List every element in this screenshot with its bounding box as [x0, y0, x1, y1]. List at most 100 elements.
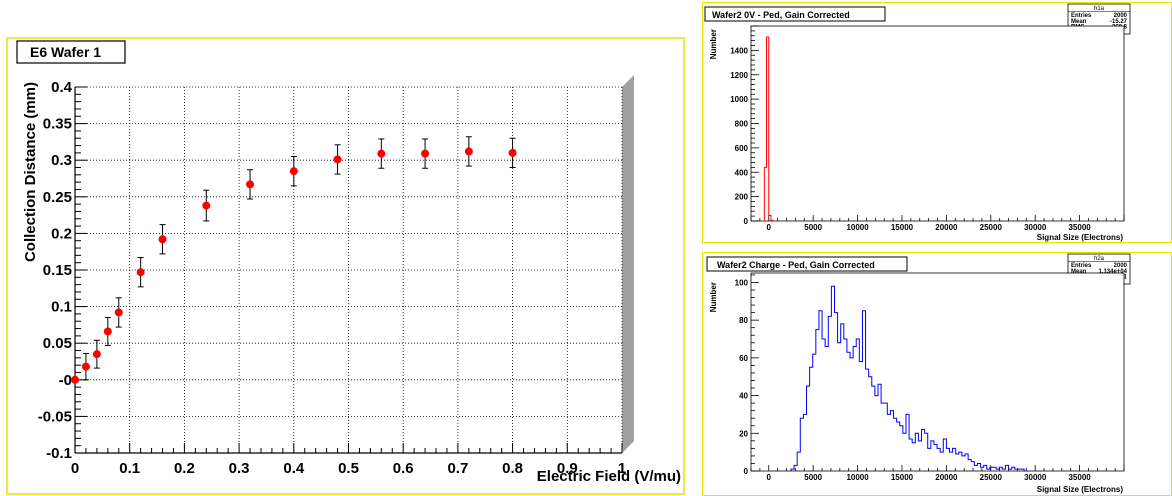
- y-tick-label: 1400: [730, 46, 748, 55]
- chart-title: Wafer2 Charge - Ped, Gain Corrected: [717, 260, 875, 270]
- x-tick-label: 0.9: [557, 460, 578, 477]
- x-axis-label: Electric Field (V/mu): [537, 468, 681, 485]
- stats-label: Entries: [1071, 263, 1092, 269]
- plot-box: [750, 25, 1125, 222]
- x-tick-label: 10000: [846, 223, 869, 232]
- y-tick-label: 60: [739, 354, 748, 363]
- x-tick-label: 30000: [1024, 223, 1047, 232]
- y-tick-label: 600: [735, 144, 749, 153]
- x-tick-label: 0.8: [502, 460, 523, 477]
- stats-label: Mean: [1071, 269, 1087, 275]
- x-axis-label: Signal Size (Electrons): [1037, 485, 1124, 494]
- stats-label: Entries: [1071, 13, 1092, 19]
- stats-value: 1.134e+04: [1098, 269, 1127, 275]
- y-tick-label: 20: [739, 429, 748, 438]
- y-tick-label: 0: [744, 467, 749, 476]
- y-tick-label: 400: [735, 168, 749, 177]
- x-tick-label: 35000: [1068, 223, 1091, 232]
- chart-title-box: [704, 6, 886, 22]
- stats-value: 2000: [1114, 263, 1128, 269]
- data-point: [92, 350, 101, 359]
- x-tick-label: 0: [767, 223, 772, 232]
- y-tick-label: 0.4: [51, 79, 73, 96]
- data-point: [71, 375, 79, 384]
- data-point: [377, 149, 386, 158]
- y-tick-label: 0: [744, 217, 749, 226]
- plot-area: 0 0.1 0.2 0.3 0.4 0.5 0.6 0.7 0.8 0.9 1 -0.1 -0.05 -0…: [38, 75, 634, 477]
- y-tick-label: 80: [739, 316, 748, 325]
- stats-name: h2a: [1094, 256, 1105, 262]
- wafer2-0v-histogram: Wafer2 0V - Ped, Gain Corrected h1aEntri…: [702, 2, 1172, 243]
- y-tick-label: 0.25: [43, 189, 72, 206]
- data-point: [246, 180, 255, 189]
- x-tick-label: 0: [71, 460, 79, 477]
- histogram-line: [790, 285, 1028, 472]
- x-tick-label: 0.1: [119, 460, 140, 477]
- plot-box: [750, 272, 1125, 472]
- y-axis-label: Number: [709, 282, 718, 312]
- y-tick-label: -0: [59, 372, 72, 389]
- y-axis-label: Number: [709, 29, 718, 59]
- data-point: [289, 167, 298, 176]
- x-tick-label: 20000: [935, 223, 958, 232]
- data-point: [103, 327, 112, 336]
- x-tick-label: 0.6: [393, 460, 414, 477]
- data-point: [202, 201, 211, 210]
- y-tick-label: 1000: [730, 95, 748, 104]
- y-tick-label: -0.05: [38, 408, 72, 425]
- x-tick-label: 0: [767, 473, 772, 482]
- stats-value: 2000: [1114, 13, 1128, 19]
- data-point: [114, 308, 123, 317]
- x-tick-label: 25000: [980, 223, 1003, 232]
- stats-value: -15.27: [1110, 19, 1128, 25]
- x-tick-label: 5000: [804, 473, 822, 482]
- y-tick-label: 0.35: [43, 116, 72, 133]
- y-tick-label: 200: [735, 193, 749, 202]
- histogram-line: [762, 36, 776, 222]
- stats-label: Mean: [1071, 19, 1087, 25]
- x-tick-label: 15000: [891, 473, 914, 482]
- x-tick-label: 0.2: [174, 460, 195, 477]
- frame-shadow-right: [622, 75, 634, 453]
- x-tick-label: 15000: [891, 223, 914, 232]
- x-tick-label: 0.3: [229, 460, 250, 477]
- chart-title: E6 Wafer 1: [30, 44, 101, 60]
- chart-title: Wafer2 0V - Ped, Gain Corrected: [712, 10, 850, 20]
- y-tick-label: 40: [739, 392, 748, 401]
- y-tick-label: 800: [735, 120, 749, 129]
- plot-area: 0 5000 10000 15000 20000 25000 30000 35000 0 200 4…: [730, 25, 1125, 232]
- data-point: [421, 149, 430, 158]
- x-tick-label: 0.5: [338, 460, 359, 477]
- y-tick-label: 0.2: [51, 225, 72, 242]
- x-tick-label: 1: [618, 460, 626, 477]
- x-tick-label: 0.7: [447, 460, 468, 477]
- data-point: [333, 155, 342, 164]
- chart-title-box: [706, 256, 908, 272]
- wafer2-charge-histogram: Wafer2 Charge - Ped, Gain Corrected h2aE…: [702, 252, 1172, 496]
- chart-title-box: [16, 40, 126, 64]
- y-tick-label: 0.15: [43, 262, 72, 279]
- y-tick-label: 1200: [730, 71, 748, 80]
- x-tick-label: 10000: [846, 473, 869, 482]
- x-tick-label: 0.4: [283, 460, 305, 477]
- x-tick-label: 25000: [980, 473, 1003, 482]
- y-tick-label: -0.1: [46, 445, 72, 462]
- y-tick-label: 100: [735, 278, 749, 287]
- y-tick-label: 0.1: [51, 299, 72, 316]
- collection-distance-chart: E6 Wafer 1 0 0.1 0.2 0.3 0.4 0.5 0.6 0.7 0.8 0.9 1…: [6, 37, 685, 495]
- y-axis-label: Collection Distance (mm): [22, 82, 39, 262]
- data-point: [158, 235, 167, 244]
- x-tick-label: 30000: [1024, 473, 1047, 482]
- plot-area: 0 5000 10000 15000 20000 25000 30000 35000 0 20 40…: [735, 272, 1125, 482]
- x-tick-label: 20000: [935, 473, 958, 482]
- data-point: [464, 147, 473, 156]
- x-tick-label: 35000: [1068, 473, 1091, 482]
- data-point: [508, 148, 517, 157]
- y-tick-label: 0.05: [43, 335, 72, 352]
- y-tick-label: 0.3: [51, 152, 72, 169]
- stats-name: h1a: [1094, 6, 1105, 12]
- x-tick-label: 5000: [804, 223, 822, 232]
- data-point: [136, 268, 145, 277]
- x-axis-label: Signal Size (Electrons): [1037, 233, 1124, 242]
- data-point: [81, 362, 90, 371]
